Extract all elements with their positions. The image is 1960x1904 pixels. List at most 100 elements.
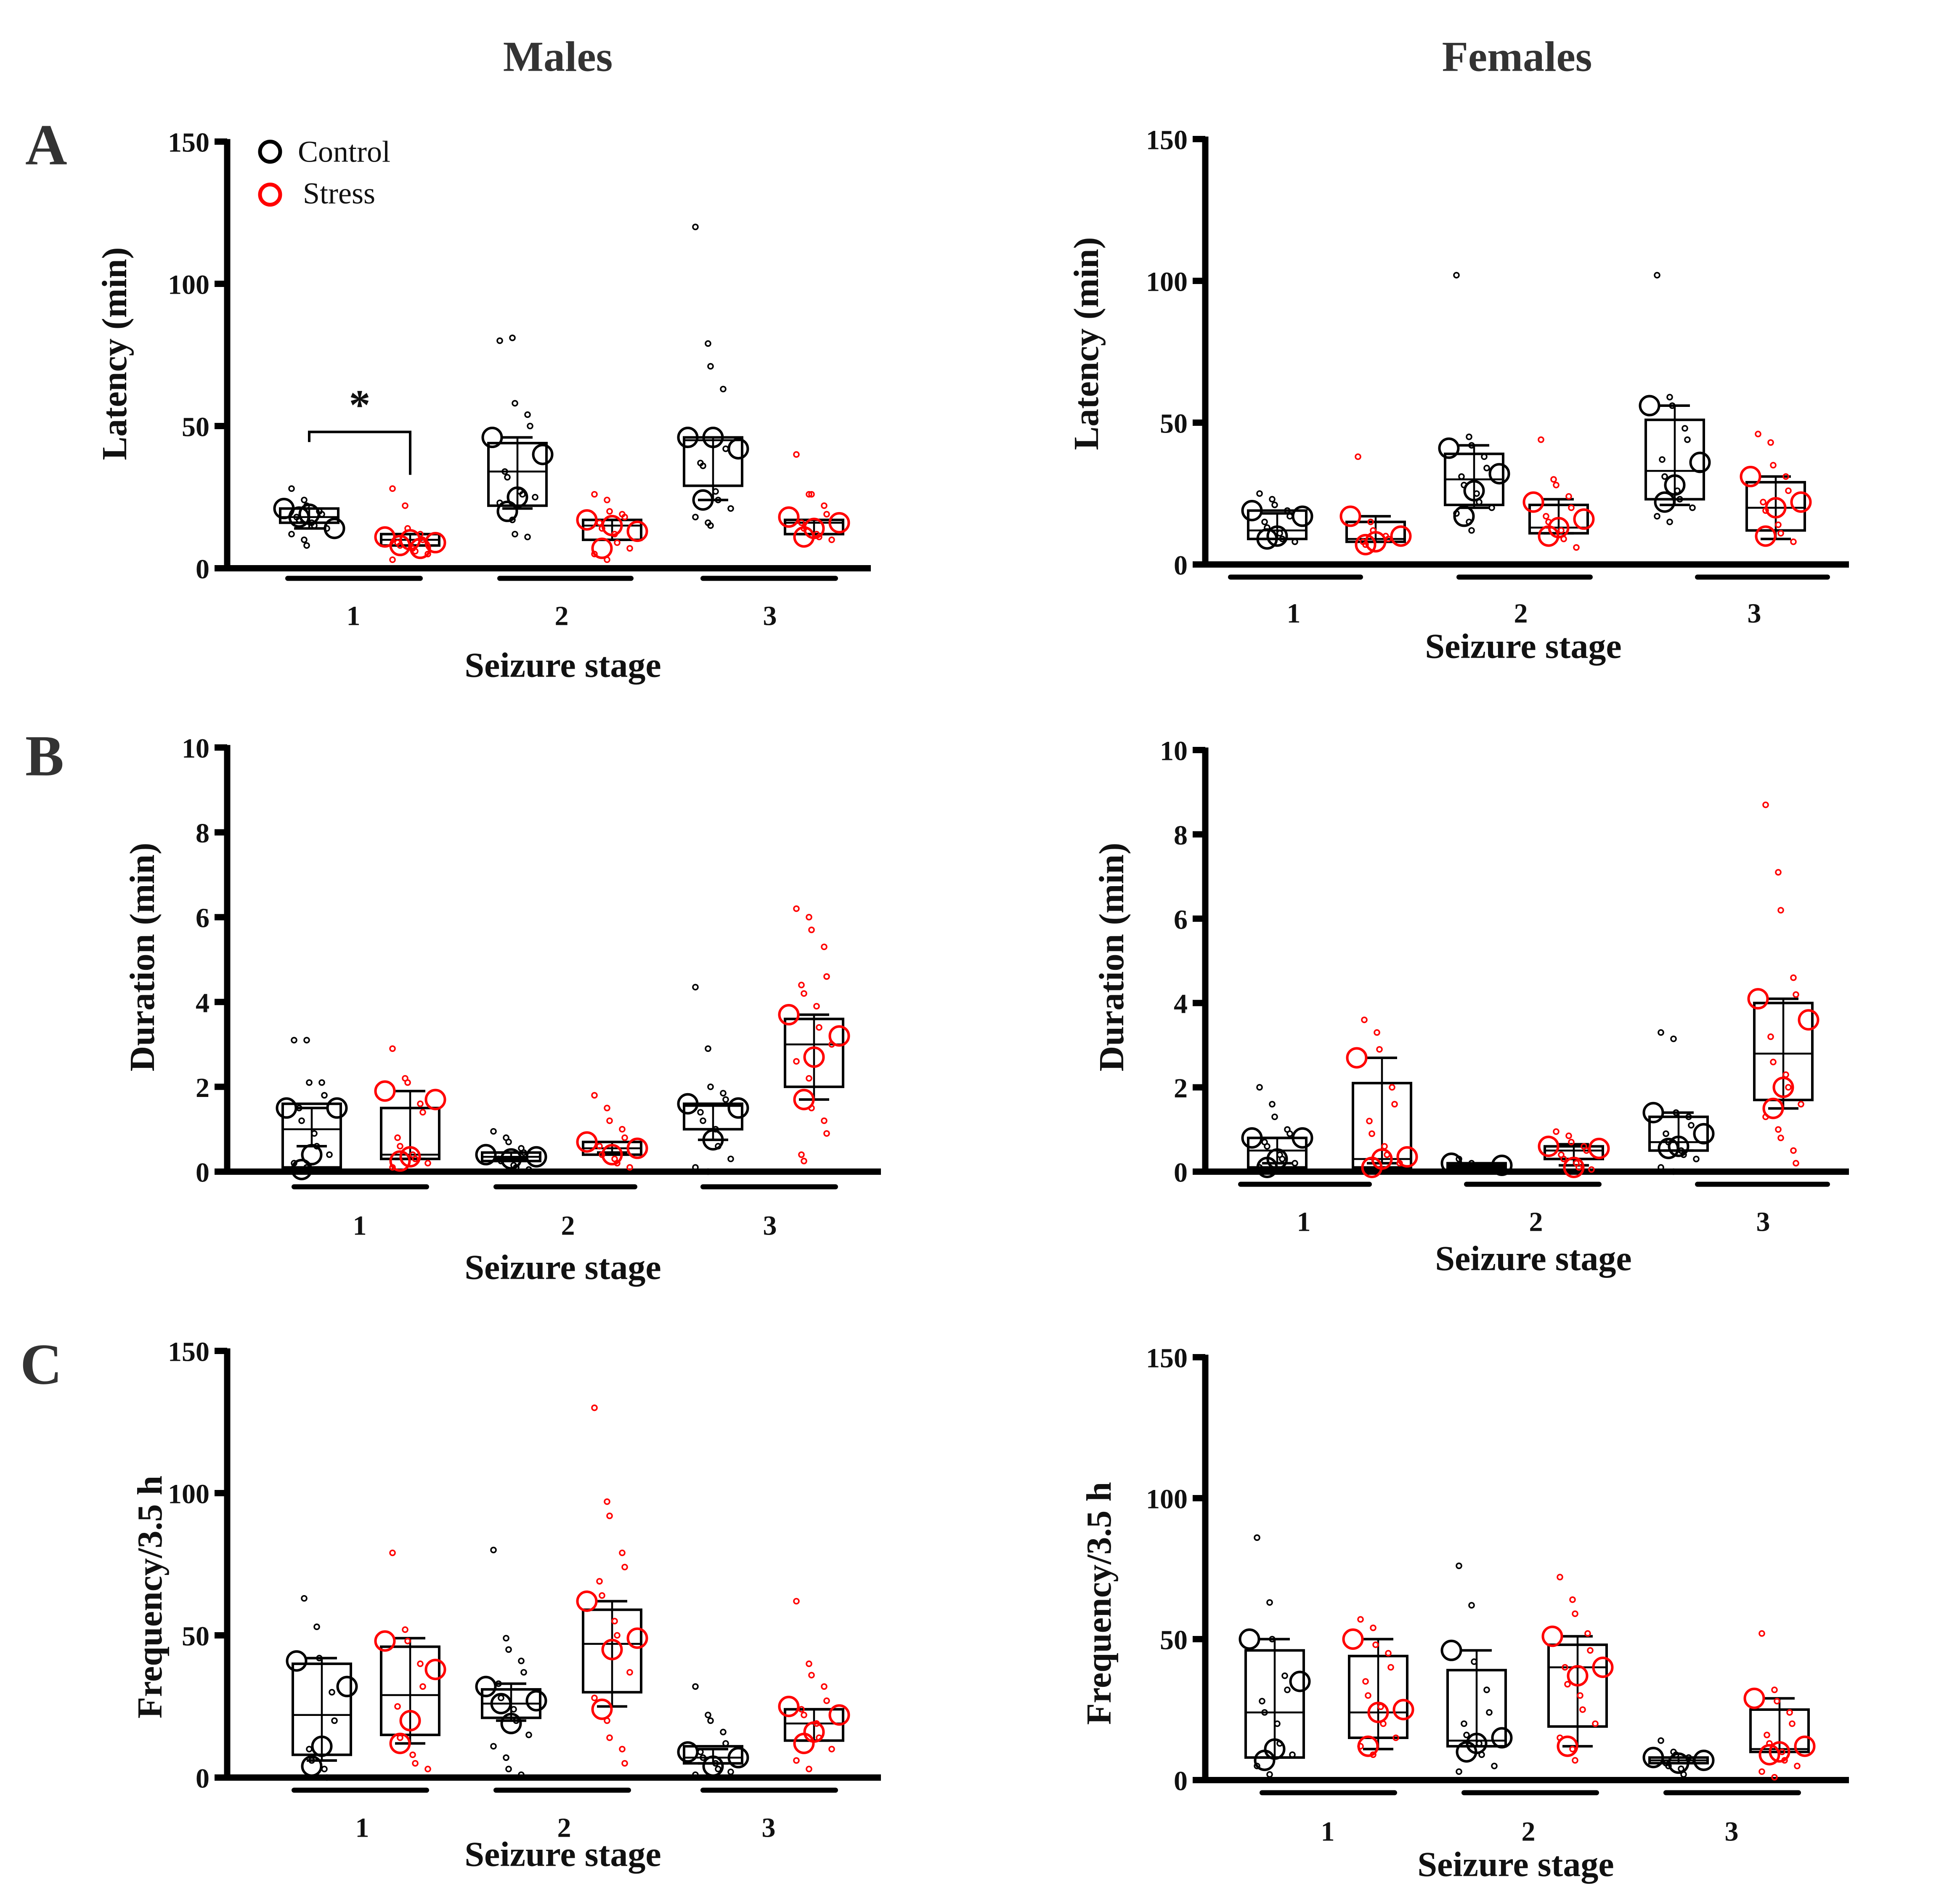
data-point-large xyxy=(1769,1741,1790,1763)
group-control-stage-3 xyxy=(677,1683,749,1778)
data-point xyxy=(1466,433,1472,440)
data-point xyxy=(1693,1155,1700,1163)
group-control-stage-1 xyxy=(276,1037,348,1180)
data-point xyxy=(1256,1084,1263,1091)
group-control-stage-1 xyxy=(1241,490,1313,550)
data-point-large xyxy=(1642,1102,1664,1123)
data-point xyxy=(1458,473,1465,480)
group-control-stage-2 xyxy=(1440,1562,1513,1775)
data-point xyxy=(306,1746,313,1753)
data-point-large xyxy=(1456,1741,1477,1763)
data-point xyxy=(1468,1602,1475,1609)
data-point xyxy=(1658,1164,1664,1171)
data-point xyxy=(301,497,308,504)
data-point xyxy=(604,1105,610,1112)
data-point-large xyxy=(601,1638,623,1660)
group-control-stage-3 xyxy=(677,223,749,529)
data-point-large xyxy=(1365,531,1387,553)
data-point xyxy=(806,1660,812,1667)
data-point-large xyxy=(1292,1127,1313,1149)
data-point xyxy=(707,1717,714,1724)
data-point xyxy=(409,1751,416,1758)
data-point xyxy=(1261,518,1268,526)
data-point-large xyxy=(532,443,554,465)
data-point xyxy=(524,534,531,540)
data-point-large xyxy=(496,500,518,522)
data-point-large xyxy=(702,1755,724,1777)
data-point-large xyxy=(727,438,749,460)
data-point xyxy=(394,1703,401,1710)
data-point xyxy=(1786,1709,1793,1716)
data-point xyxy=(727,1155,734,1163)
y-tick-label: 0 xyxy=(1174,550,1188,581)
data-point xyxy=(604,1498,610,1505)
data-point-large xyxy=(677,1093,699,1115)
data-point xyxy=(611,1617,618,1625)
y-tick-label: 150 xyxy=(168,1337,210,1368)
data-point xyxy=(1361,1016,1368,1023)
y-tick-label: 0 xyxy=(1174,1158,1188,1188)
data-point-large xyxy=(490,1693,512,1715)
data-point xyxy=(720,385,727,393)
data-point xyxy=(707,522,714,529)
data-point xyxy=(715,1766,721,1773)
data-point xyxy=(318,1079,325,1086)
data-point xyxy=(1775,1126,1782,1133)
data-point xyxy=(1670,1168,1677,1175)
data-point xyxy=(621,1760,628,1767)
data-point-large xyxy=(1557,1735,1578,1757)
data-point xyxy=(606,1117,613,1124)
data-point xyxy=(1762,801,1769,808)
data-point xyxy=(1381,1143,1388,1150)
data-point xyxy=(1572,1610,1578,1617)
data-point-large xyxy=(591,1698,613,1720)
data-point xyxy=(316,1654,323,1662)
group-stress-stage-1 xyxy=(374,1549,446,1773)
data-point-large xyxy=(828,1025,850,1047)
data-point-large xyxy=(626,1137,648,1159)
data-point xyxy=(1658,1737,1664,1744)
data-point xyxy=(1543,513,1549,520)
data-point xyxy=(1659,456,1666,463)
data-point xyxy=(518,1771,525,1778)
data-point xyxy=(614,1632,621,1639)
legend-stress-label: Stress xyxy=(303,177,375,210)
data-point xyxy=(1557,1574,1563,1580)
data-point xyxy=(798,519,805,526)
column-title-males: Males xyxy=(503,33,613,81)
data-point xyxy=(823,1130,830,1137)
data-point xyxy=(525,1731,532,1738)
data-point xyxy=(823,1697,830,1704)
legend-control-marker xyxy=(258,139,282,164)
x-axis-label: Seizure stage xyxy=(1417,1845,1614,1884)
data-point xyxy=(1688,1122,1695,1129)
data-point xyxy=(715,497,721,504)
data-point xyxy=(1565,493,1572,500)
data-point-large xyxy=(389,1150,411,1172)
data-point-large xyxy=(1241,1127,1263,1149)
data-point xyxy=(1794,1763,1801,1769)
data-point xyxy=(1798,1101,1804,1107)
data-point-large xyxy=(1541,1625,1563,1647)
data-point xyxy=(1587,1647,1594,1654)
data-point xyxy=(1461,1720,1467,1727)
data-point-large xyxy=(475,1144,497,1166)
data-point-large xyxy=(1538,1135,1560,1157)
legend: Control Stress xyxy=(258,135,390,210)
chart-panel-males-latency: 0 50 100 150 Latency (min) Seizure stage 1 2 3 xyxy=(95,127,871,685)
data-point xyxy=(1374,1029,1380,1036)
data-point-large xyxy=(576,1131,598,1153)
x-tick-label: 2 xyxy=(555,601,569,632)
data-point xyxy=(808,491,815,498)
data-point-large xyxy=(1339,505,1361,527)
data-point xyxy=(626,545,633,552)
data-point xyxy=(1281,1672,1288,1679)
data-point xyxy=(1764,1731,1770,1739)
data-point xyxy=(1666,394,1673,401)
group-stress-stage-1 xyxy=(374,1045,446,1172)
data-point xyxy=(301,1595,308,1602)
data-point xyxy=(1670,1036,1677,1042)
data-point xyxy=(512,531,518,538)
y-tick-label: 8 xyxy=(196,818,210,849)
